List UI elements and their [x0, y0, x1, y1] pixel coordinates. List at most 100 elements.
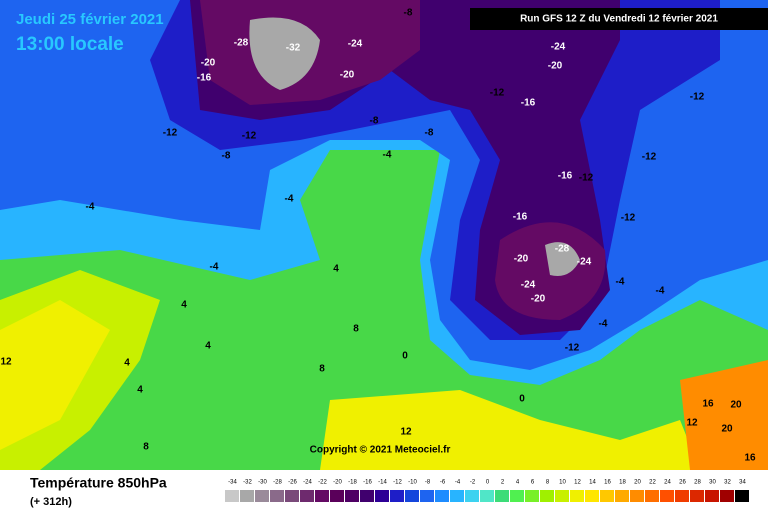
south-warm-region	[320, 390, 700, 470]
copyright: Copyright © 2021 Meteociel.fr	[310, 445, 451, 456]
contour-label: -4	[656, 286, 665, 297]
legend-label: -28	[273, 480, 282, 486]
legend-label: -4	[455, 480, 461, 486]
variable-title: Température 850hPa	[30, 475, 167, 491]
contour-label: -16	[558, 171, 573, 182]
contour-label: 4	[333, 264, 339, 275]
legend-label: -8	[425, 480, 431, 486]
legend-swatch	[360, 490, 374, 502]
legend-label: -34	[228, 480, 237, 486]
legend-swatch	[300, 490, 314, 502]
legend-swatch	[690, 490, 704, 502]
legend-label: 20	[634, 480, 641, 486]
legend-label: 2	[501, 480, 505, 486]
contour-label: 12	[686, 418, 698, 429]
contour-label: -28	[555, 244, 570, 255]
contour-label: -24	[551, 42, 566, 53]
legend-label: -20	[333, 480, 342, 486]
legend-label: 28	[694, 480, 701, 486]
legend-label: 14	[589, 480, 596, 486]
legend-swatch	[585, 490, 599, 502]
contour-label: -20	[531, 294, 546, 305]
contour-label: -24	[521, 280, 536, 291]
contour-label: 4	[137, 385, 143, 396]
contour-label: -32	[286, 43, 301, 54]
legend-swatch	[600, 490, 614, 502]
contour-label: -16	[197, 73, 212, 84]
legend-swatch	[510, 490, 524, 502]
legend-label: 34	[739, 480, 746, 486]
deep-purple-region	[200, 0, 606, 320]
legend-label: 6	[531, 480, 535, 486]
legend-label: 10	[559, 480, 566, 486]
contour-label: -12	[565, 343, 580, 354]
contour-label: -20	[201, 58, 216, 69]
legend-swatch	[735, 490, 749, 502]
contour-label: -4	[616, 277, 625, 288]
legend-label: 8	[546, 480, 550, 486]
contour-label: -12	[579, 173, 594, 184]
legend-swatch	[285, 490, 299, 502]
legend-swatch	[495, 490, 509, 502]
contour-label: 8	[143, 442, 149, 453]
contour-label: 4	[181, 300, 187, 311]
legend-swatch	[330, 490, 344, 502]
legend-label: 26	[679, 480, 686, 486]
contour-label: -28	[234, 38, 249, 49]
contour-label: -16	[513, 212, 528, 223]
coldest-core	[249, 17, 580, 276]
legend-label: 24	[664, 480, 671, 486]
legend-swatch	[705, 490, 719, 502]
legend-label: -32	[243, 480, 252, 486]
legend-swatch	[480, 490, 494, 502]
legend-swatch	[435, 490, 449, 502]
legend-swatch	[390, 490, 404, 502]
legend-label: 0	[486, 480, 490, 486]
legend-label: -18	[348, 480, 357, 486]
contour-label: -12	[642, 152, 657, 163]
legend-label: 12	[574, 480, 581, 486]
legend-swatch	[555, 490, 569, 502]
contour-label: 16	[702, 399, 714, 410]
legend-label: -16	[363, 480, 372, 486]
legend-swatch	[270, 490, 284, 502]
contour-label: 12	[400, 427, 412, 438]
legend-swatch	[630, 490, 644, 502]
contour-label: -24	[348, 39, 363, 50]
contour-label: -24	[577, 257, 592, 268]
contour-label: -4	[86, 202, 95, 213]
legend-swatch	[660, 490, 674, 502]
legend-label: 16	[604, 480, 611, 486]
legend-label: 22	[649, 480, 656, 486]
contour-label: 4	[124, 358, 130, 369]
legend-swatch	[315, 490, 329, 502]
legend-label: -12	[393, 480, 402, 486]
legend-swatch	[720, 490, 734, 502]
legend-swatch	[405, 490, 419, 502]
contour-label: -4	[383, 150, 392, 161]
warmer-region	[0, 300, 110, 450]
contour-label: -12	[490, 88, 505, 99]
legend-label: 32	[724, 480, 731, 486]
contour-label: -4	[210, 262, 219, 273]
legend-label: -26	[288, 480, 297, 486]
contour-label: -20	[340, 70, 355, 81]
legend-swatch	[675, 490, 689, 502]
legend-label: -10	[408, 480, 417, 486]
contour-label: -12	[163, 128, 178, 139]
valid-date: Jeudi 25 février 2021	[16, 11, 164, 28]
legend-label: -24	[303, 480, 312, 486]
contour-label: -4	[599, 319, 608, 330]
legend-label: -14	[378, 480, 387, 486]
hot-region	[680, 360, 768, 470]
legend-swatch	[645, 490, 659, 502]
legend-swatch	[420, 490, 434, 502]
contour-label: 20	[730, 400, 742, 411]
contour-label: 8	[319, 364, 325, 375]
legend-label: -2	[470, 480, 476, 486]
contour-label: -8	[370, 116, 379, 127]
legend-swatch	[255, 490, 269, 502]
run-banner	[470, 8, 768, 30]
contour-label: -12	[621, 213, 636, 224]
